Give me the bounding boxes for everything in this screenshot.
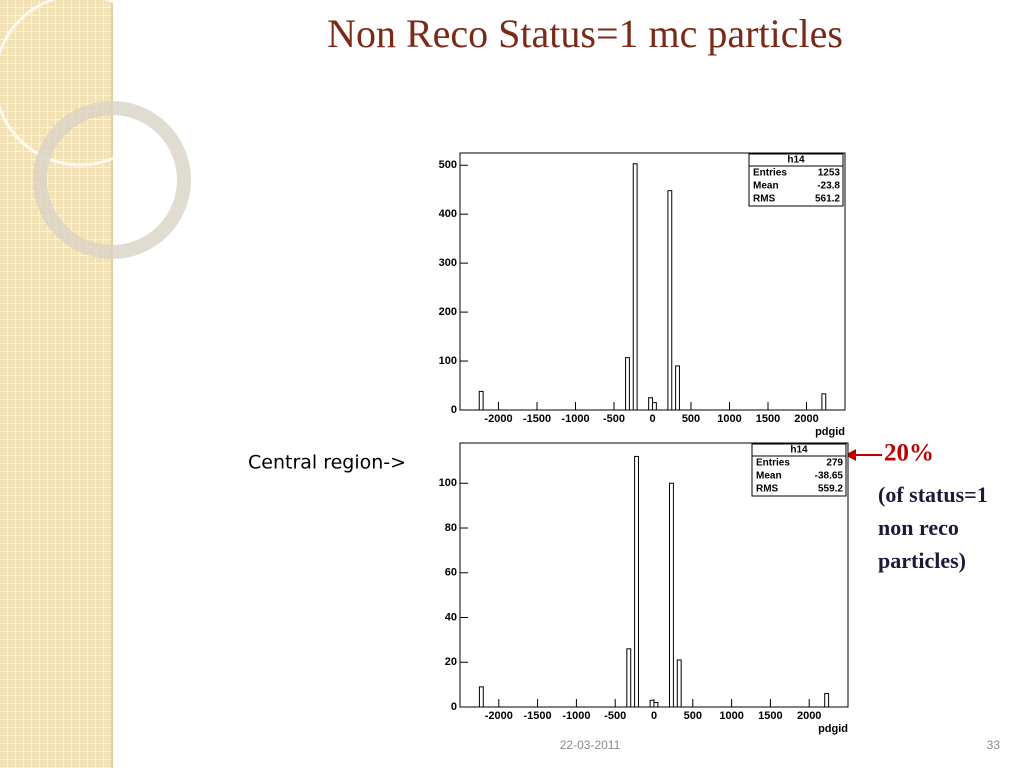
histogram-bar <box>478 686 484 708</box>
x-tick-label: 0 <box>651 710 657 722</box>
x-tick-label: 2000 <box>797 710 821 722</box>
annotation-line: non reco <box>878 515 959 540</box>
histogram-bar <box>667 190 673 411</box>
x-tick-label: -500 <box>603 413 625 425</box>
x-tick-label: 0 <box>649 413 655 425</box>
slide-title: Non Reco Status=1 mc particles <box>327 11 843 56</box>
x-tick-label: 2000 <box>794 413 818 425</box>
stats-label: RMS <box>753 194 776 205</box>
annotation-value: 20% <box>884 440 934 467</box>
histogram-bar <box>824 693 830 708</box>
annotation-line: particles) <box>878 548 966 573</box>
x-axis-label: pdgid <box>815 426 845 438</box>
x-tick-label: -500 <box>604 710 626 722</box>
y-tick-label: 300 <box>439 257 457 269</box>
x-tick-label: 500 <box>682 413 700 425</box>
stats-label: Mean <box>753 181 779 192</box>
histogram-bar <box>652 402 657 411</box>
histogram-bar <box>649 699 655 708</box>
histogram-chart: 0 20 40 60 80 100 -2000 -1500 -1000 -500 0 500 1000 1… <box>439 442 849 735</box>
stats-value: 561.2 <box>815 194 840 205</box>
histogram-bar <box>675 365 680 411</box>
stats-label: RMS <box>756 484 779 495</box>
side-label: Central region-> <box>248 452 406 474</box>
y-tick-label: 80 <box>445 522 457 534</box>
arrow <box>845 449 882 461</box>
histogram-bar <box>625 357 630 411</box>
histogram-bar <box>676 659 682 708</box>
x-tick-label: 1000 <box>717 413 741 425</box>
histogram-bar <box>478 390 484 411</box>
y-tick-label: 100 <box>439 477 457 489</box>
footer-date: 22-03-2011 <box>560 738 621 752</box>
stats-label: Entries <box>756 458 790 469</box>
y-tick-label: 60 <box>445 567 457 579</box>
y-tick-label: 400 <box>439 208 457 220</box>
x-tick-label: 1000 <box>719 710 743 722</box>
histogram-bar <box>648 397 654 411</box>
y-tick-label: 0 <box>451 701 457 713</box>
y-tick-label: 40 <box>445 611 457 623</box>
histogram-bar <box>626 648 632 708</box>
histogram-bar <box>632 163 638 411</box>
stats-label: Entries <box>753 168 787 179</box>
x-tick-label: 1500 <box>756 413 780 425</box>
y-tick-label: 100 <box>439 355 457 367</box>
x-tick-label: -2000 <box>484 413 512 425</box>
stats-label: Mean <box>756 471 782 482</box>
stats-title: h14 <box>790 445 808 456</box>
stats-box <box>751 443 847 497</box>
page-number: 33 <box>987 738 1001 752</box>
stats-value: 279 <box>826 458 843 469</box>
x-tick-label: -1000 <box>561 413 589 425</box>
x-tick-label: -1500 <box>523 413 551 425</box>
x-tick-label: 500 <box>684 710 702 722</box>
x-tick-label: -1500 <box>524 710 552 722</box>
histogram-bar <box>821 393 827 411</box>
histogram-bar <box>669 482 674 708</box>
histogram-bar <box>653 702 659 708</box>
x-tick-label: -2000 <box>485 710 513 722</box>
y-tick-label: 0 <box>451 404 457 416</box>
stats-value: 559.2 <box>818 484 843 495</box>
stats-value: -23.8 <box>817 181 840 192</box>
x-tick-label: 1500 <box>758 710 782 722</box>
stats-value: -38.65 <box>815 471 844 482</box>
histogram-chart: 0 100 200 300 400 500 -2000 -1500 -1000 -500 0 500 1… <box>439 152 846 438</box>
annotation-line: (of status=1 <box>878 482 988 507</box>
histogram-bar <box>634 455 639 708</box>
y-tick-label: 20 <box>445 656 457 668</box>
y-tick-label: 200 <box>439 306 457 318</box>
stats-value: 1253 <box>818 168 841 179</box>
x-axis-label: pdgid <box>818 723 848 735</box>
y-tick-label: 500 <box>439 159 457 171</box>
x-tick-label: -1000 <box>562 710 590 722</box>
decoration <box>0 0 191 768</box>
stats-box <box>748 153 844 207</box>
stats-title: h14 <box>787 155 805 166</box>
